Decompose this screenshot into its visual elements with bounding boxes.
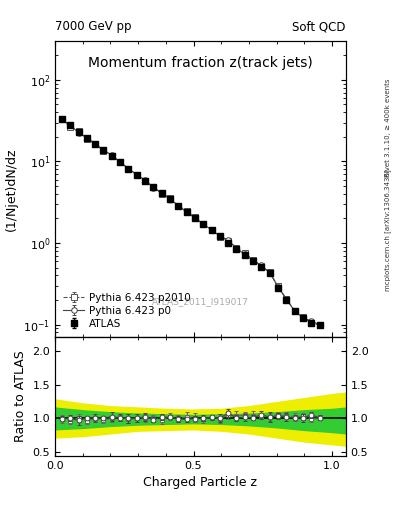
Text: Soft QCD: Soft QCD xyxy=(292,20,346,33)
Y-axis label: (1/Njet)dN/dz: (1/Njet)dN/dz xyxy=(5,147,18,231)
Text: Momentum fraction z(track jets): Momentum fraction z(track jets) xyxy=(88,56,313,70)
Text: 7000 GeV pp: 7000 GeV pp xyxy=(55,20,132,33)
Text: ATLAS_2011_I919017: ATLAS_2011_I919017 xyxy=(152,297,249,306)
Text: Rivet 3.1.10, ≥ 400k events: Rivet 3.1.10, ≥ 400k events xyxy=(385,79,391,177)
Legend: Pythia 6.423 p2010, Pythia 6.423 p0, ATLAS: Pythia 6.423 p2010, Pythia 6.423 p0, ATL… xyxy=(60,289,194,332)
X-axis label: Charged Particle z: Charged Particle z xyxy=(143,476,257,489)
Y-axis label: Ratio to ATLAS: Ratio to ATLAS xyxy=(14,351,27,442)
Text: mcplots.cern.ch [arXiv:1306.3436]: mcplots.cern.ch [arXiv:1306.3436] xyxy=(384,169,391,291)
